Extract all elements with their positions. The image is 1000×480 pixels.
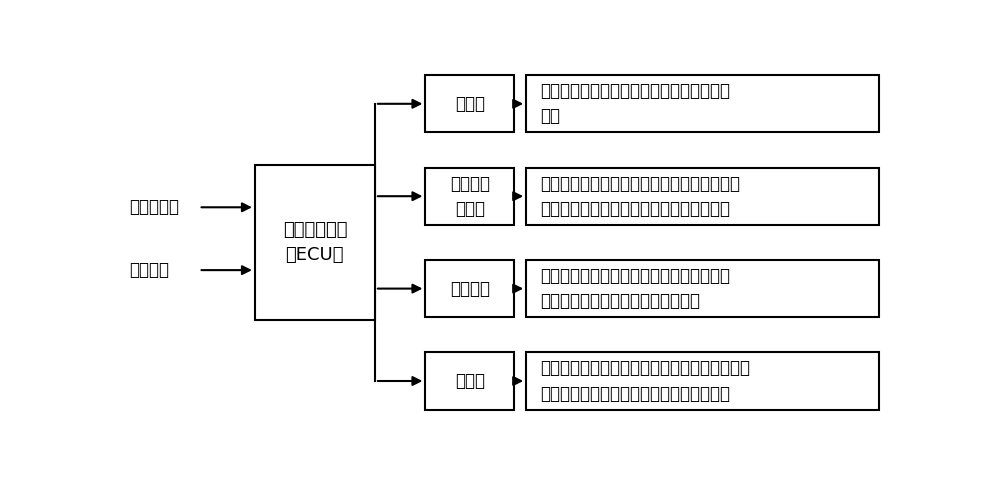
Bar — [526, 168, 879, 225]
Text: 油门位置: 油门位置 — [129, 261, 169, 279]
Bar — [526, 352, 879, 409]
Text: 火花塞触发点火及缸内高十六烷值燃料多点点燃
高比例高辛烷值燃料均质混合气的燃烧模式: 火花塞触发点火及缸内高十六烷值燃料多点点燃 高比例高辛烷值燃料均质混合气的燃烧模… — [540, 360, 750, 403]
Text: 中低、中
等负荷: 中低、中 等负荷 — [450, 175, 490, 218]
Bar — [425, 260, 514, 317]
Text: 进气道喷射高辛烷值燃料与缸内两次早喷高十
六烷值燃料的双燃料高预混合压燃燃烧模式: 进气道喷射高辛烷值燃料与缸内两次早喷高十 六烷值燃料的双燃料高预混合压燃燃烧模式 — [540, 175, 740, 218]
Text: 中高负荷: 中高负荷 — [450, 279, 490, 298]
Bar — [425, 168, 514, 225]
Bar — [425, 75, 514, 132]
Text: 发动机转速: 发动机转速 — [129, 198, 179, 216]
Bar — [526, 260, 879, 317]
Text: 缸内直喷高十六烷值燃料的预混合压燃燃烧
模式: 缸内直喷高十六烷值燃料的预混合压燃燃烧 模式 — [540, 82, 730, 125]
Bar — [425, 352, 514, 409]
Text: 电子控制单元
（ECU）: 电子控制单元 （ECU） — [283, 221, 347, 264]
Text: 缸内较晚的第二次喷射高十六烷值燃料引燃
预混合气的双燃料分层压燃燃烧模式: 缸内较晚的第二次喷射高十六烷值燃料引燃 预混合气的双燃料分层压燃燃烧模式 — [540, 267, 730, 310]
Text: 高负荷: 高负荷 — [455, 372, 485, 390]
Bar — [255, 165, 375, 320]
Bar — [526, 75, 879, 132]
Text: 低负荷: 低负荷 — [455, 95, 485, 113]
